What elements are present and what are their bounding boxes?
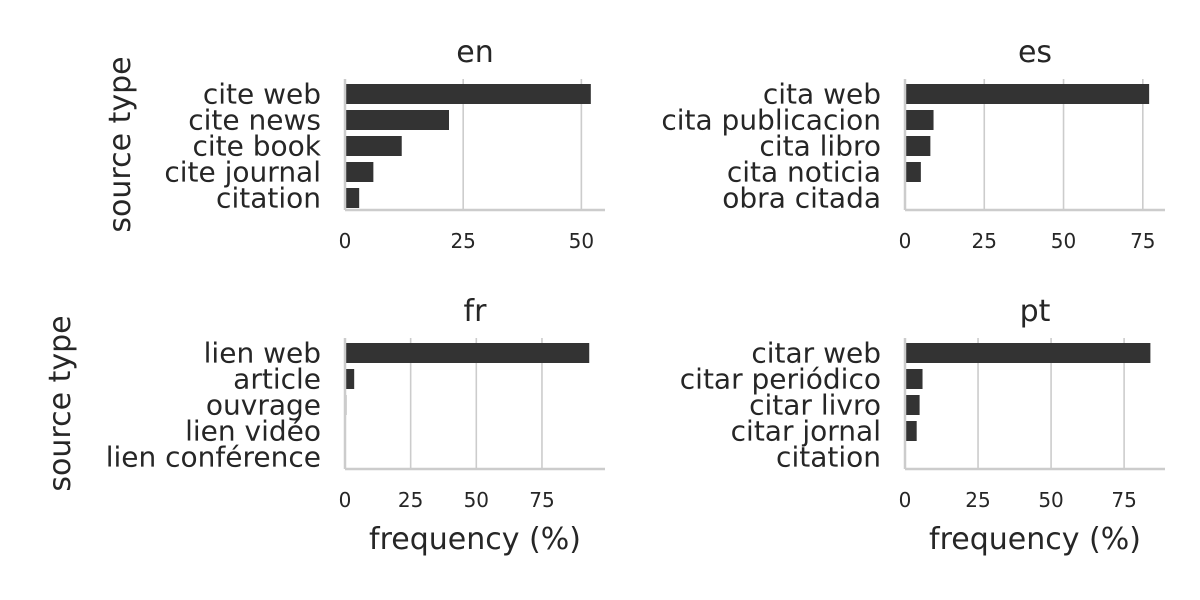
category-label: obra citada (722, 182, 881, 215)
x-tick-label: 50 (569, 229, 594, 253)
category-label: cite news (188, 104, 321, 137)
bar (905, 136, 931, 156)
x-tick-label: 0 (899, 229, 912, 253)
category-label: cite book (192, 130, 321, 163)
bar (905, 162, 921, 182)
category-label: cita web (763, 78, 881, 111)
category-label: lien conférence (106, 441, 321, 474)
x-tick-label: 0 (339, 229, 352, 253)
category-label: citar periódico (680, 363, 881, 396)
x-tick-label: 0 (899, 488, 912, 512)
bar (345, 110, 449, 130)
x-tick-label: 50 (1051, 229, 1076, 253)
bar (345, 162, 374, 182)
bar (905, 395, 920, 415)
y-axis-title: source type (103, 56, 138, 232)
bar (345, 188, 360, 208)
panel-title: pt (1020, 294, 1051, 329)
x-tick-label: 25 (972, 229, 997, 253)
category-label: cite journal (164, 156, 321, 189)
category-label: cita libro (759, 130, 881, 163)
category-label: lien vidéo (185, 415, 321, 448)
category-label: citation (776, 441, 881, 474)
panel-title: en (456, 35, 493, 70)
bar (345, 369, 355, 389)
x-tick-label: 75 (1130, 229, 1155, 253)
category-label: cita publicacion (661, 104, 881, 137)
category-label: citation (216, 182, 321, 215)
y-axis-title: source type (43, 315, 78, 491)
x-tick-label: 75 (1111, 488, 1136, 512)
panel-title: es (1018, 35, 1052, 70)
x-tick-label: 50 (1038, 488, 1063, 512)
category-label: article (233, 363, 321, 396)
bar (905, 84, 1150, 104)
x-axis-title: frequency (%) (369, 522, 581, 557)
category-label: citar web (751, 337, 881, 370)
bar (345, 84, 591, 104)
category-label: ouvrage (206, 389, 321, 422)
x-tick-label: 50 (464, 488, 489, 512)
x-tick-label: 25 (965, 488, 990, 512)
bar (345, 136, 402, 156)
x-tick-label: 75 (529, 488, 554, 512)
bar (905, 421, 917, 441)
category-label: citar livro (749, 389, 881, 422)
bar (905, 110, 934, 130)
x-tick-label: 0 (339, 488, 352, 512)
bar (905, 369, 923, 389)
category-label: cite web (203, 78, 321, 111)
category-label: cita noticia (727, 156, 881, 189)
panel-title: fr (464, 294, 488, 329)
bar (905, 343, 1151, 363)
x-axis-title: frequency (%) (929, 522, 1141, 557)
x-tick-label: 25 (450, 229, 475, 253)
category-label: lien web (204, 337, 321, 370)
x-tick-label: 25 (398, 488, 423, 512)
category-label: citar jornal (731, 415, 881, 448)
bar (345, 343, 590, 363)
